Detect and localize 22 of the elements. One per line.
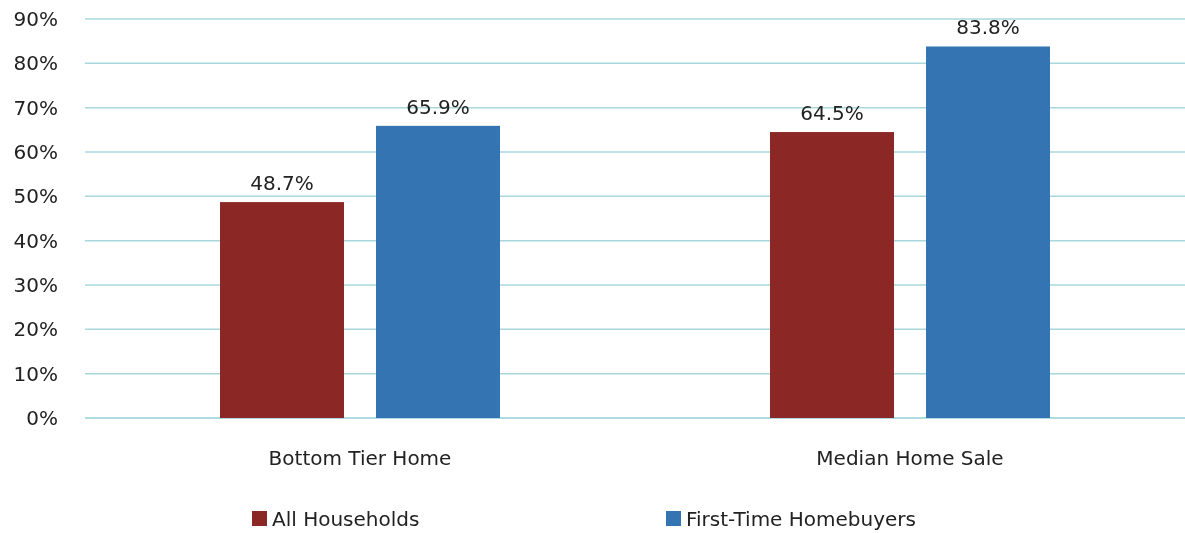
data-label: 64.5%	[800, 101, 864, 126]
y-tick-label: 10%	[13, 361, 58, 386]
y-tick-label: 40%	[13, 228, 58, 253]
legend-label: All Households	[272, 507, 420, 531]
bar	[926, 46, 1050, 418]
x-tick-label: Median Home Sale	[816, 446, 1004, 470]
y-tick-label: 70%	[13, 95, 58, 120]
y-tick-label: 20%	[13, 317, 58, 342]
y-tick-label: 50%	[13, 184, 58, 209]
data-label: 65.9%	[406, 94, 470, 119]
y-tick-label: 30%	[13, 273, 58, 297]
data-label: 83.8%	[956, 15, 1020, 40]
y-tick-label: 80%	[13, 51, 58, 76]
legend-label: First-Time Homebuyers	[686, 507, 916, 531]
bar	[220, 202, 344, 418]
bar	[770, 132, 894, 418]
data-label: 48.7%	[250, 171, 314, 196]
y-tick-label: 60%	[13, 140, 58, 164]
bar	[376, 125, 500, 418]
y-tick-label: 0%	[26, 406, 58, 430]
y-tick-label: 90%	[13, 7, 58, 31]
x-tick-label: Bottom Tier Home	[268, 446, 452, 470]
